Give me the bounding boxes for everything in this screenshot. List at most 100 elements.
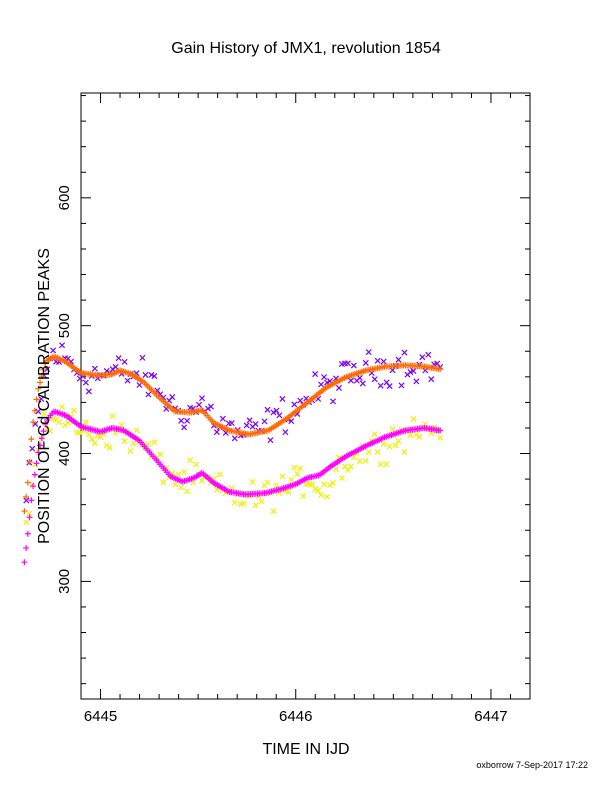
data-point: [33, 396, 40, 403]
data-point: [23, 544, 30, 551]
data-point: [258, 498, 265, 505]
data-point: [324, 493, 331, 500]
data-point: [273, 407, 280, 414]
data-point: [213, 429, 220, 436]
data-point: [338, 474, 345, 482]
axis-ticks: [80, 93, 531, 699]
data-point: [139, 354, 146, 361]
data-point: [172, 481, 179, 488]
data-point: [362, 359, 369, 366]
data-point: [249, 478, 256, 485]
data-point: [389, 426, 396, 433]
data-point: [327, 481, 334, 488]
data-point: [85, 431, 92, 438]
data-point: [437, 427, 444, 434]
data-point: [127, 448, 134, 455]
data-point: [392, 442, 399, 449]
data-point: [26, 514, 33, 521]
data-point: [279, 395, 286, 402]
data-point: [37, 442, 44, 449]
data-point: [181, 424, 188, 431]
data-point: [309, 481, 316, 488]
data-point: [26, 510, 33, 517]
data-point: [383, 461, 390, 468]
y-axis-label: POSITION OF Cd CALIBRATION PEAKS: [36, 248, 53, 544]
footer-stamp: oxborrow 7-Sep-2017 17:22: [476, 760, 588, 770]
data-point: [23, 493, 30, 500]
data-point: [329, 479, 337, 486]
series-1: [23, 404, 444, 526]
data-point: [312, 486, 319, 493]
data-point: [35, 385, 42, 392]
data-point: [356, 374, 363, 381]
data-point: [198, 395, 206, 402]
data-point: [31, 407, 38, 414]
data-point: [38, 373, 45, 380]
data-point: [42, 421, 49, 428]
plot-frame: [80, 92, 531, 700]
data-point: [312, 371, 319, 378]
data-point: [380, 441, 387, 448]
data-point: [380, 358, 387, 365]
data-point: [288, 476, 295, 483]
data-point: [121, 438, 128, 445]
data-point: [365, 349, 372, 356]
y-tick-label: 400: [56, 441, 73, 466]
data-point: [24, 530, 31, 537]
data-point: [85, 388, 92, 395]
data-point: [231, 499, 238, 506]
data-point: [160, 479, 167, 486]
data-point: [332, 466, 340, 473]
data-point: [136, 382, 143, 389]
x-tick-label: 6447: [474, 708, 507, 725]
data-point: [23, 497, 30, 504]
data-point: [240, 500, 247, 507]
data-point: [21, 508, 28, 515]
data-point: [133, 427, 140, 434]
data-point: [276, 412, 283, 419]
data-point: [261, 418, 268, 425]
data-point: [130, 440, 137, 447]
data-point: [374, 357, 381, 364]
data-point: [91, 440, 98, 447]
data-point: [23, 519, 30, 526]
series-3: [21, 408, 444, 566]
data-point: [428, 376, 435, 383]
data-point: [386, 383, 393, 390]
data-point: [30, 419, 37, 426]
data-point: [193, 461, 200, 468]
data-point: [398, 382, 405, 389]
data-point: [356, 458, 363, 465]
data-point: [285, 488, 292, 495]
data-point: [264, 406, 271, 413]
data-point: [157, 451, 164, 458]
data-point: [395, 437, 402, 444]
data-point: [389, 367, 396, 374]
data-point: [264, 479, 271, 486]
data-point: [82, 379, 89, 386]
x-tick-label: 6446: [279, 708, 312, 725]
data-point: [56, 419, 63, 426]
data-point: [350, 454, 357, 461]
data-point: [321, 374, 328, 381]
data-point: [59, 342, 66, 349]
data-point: [184, 417, 191, 424]
data-point: [228, 420, 235, 427]
data-point: [437, 434, 444, 441]
data-point: [88, 435, 95, 443]
data-point: [196, 401, 203, 408]
data-point: [82, 419, 89, 426]
data-point: [410, 416, 417, 423]
data-point: [294, 470, 301, 477]
data-point: [41, 372, 48, 379]
data-point: [207, 403, 214, 410]
data-point: [37, 379, 44, 386]
data-point: [297, 397, 304, 404]
data-point: [21, 559, 28, 566]
data-point: [121, 358, 128, 365]
data-point: [40, 366, 47, 373]
data-point: [267, 437, 274, 444]
data-point: [38, 395, 45, 403]
data-point: [216, 471, 223, 478]
